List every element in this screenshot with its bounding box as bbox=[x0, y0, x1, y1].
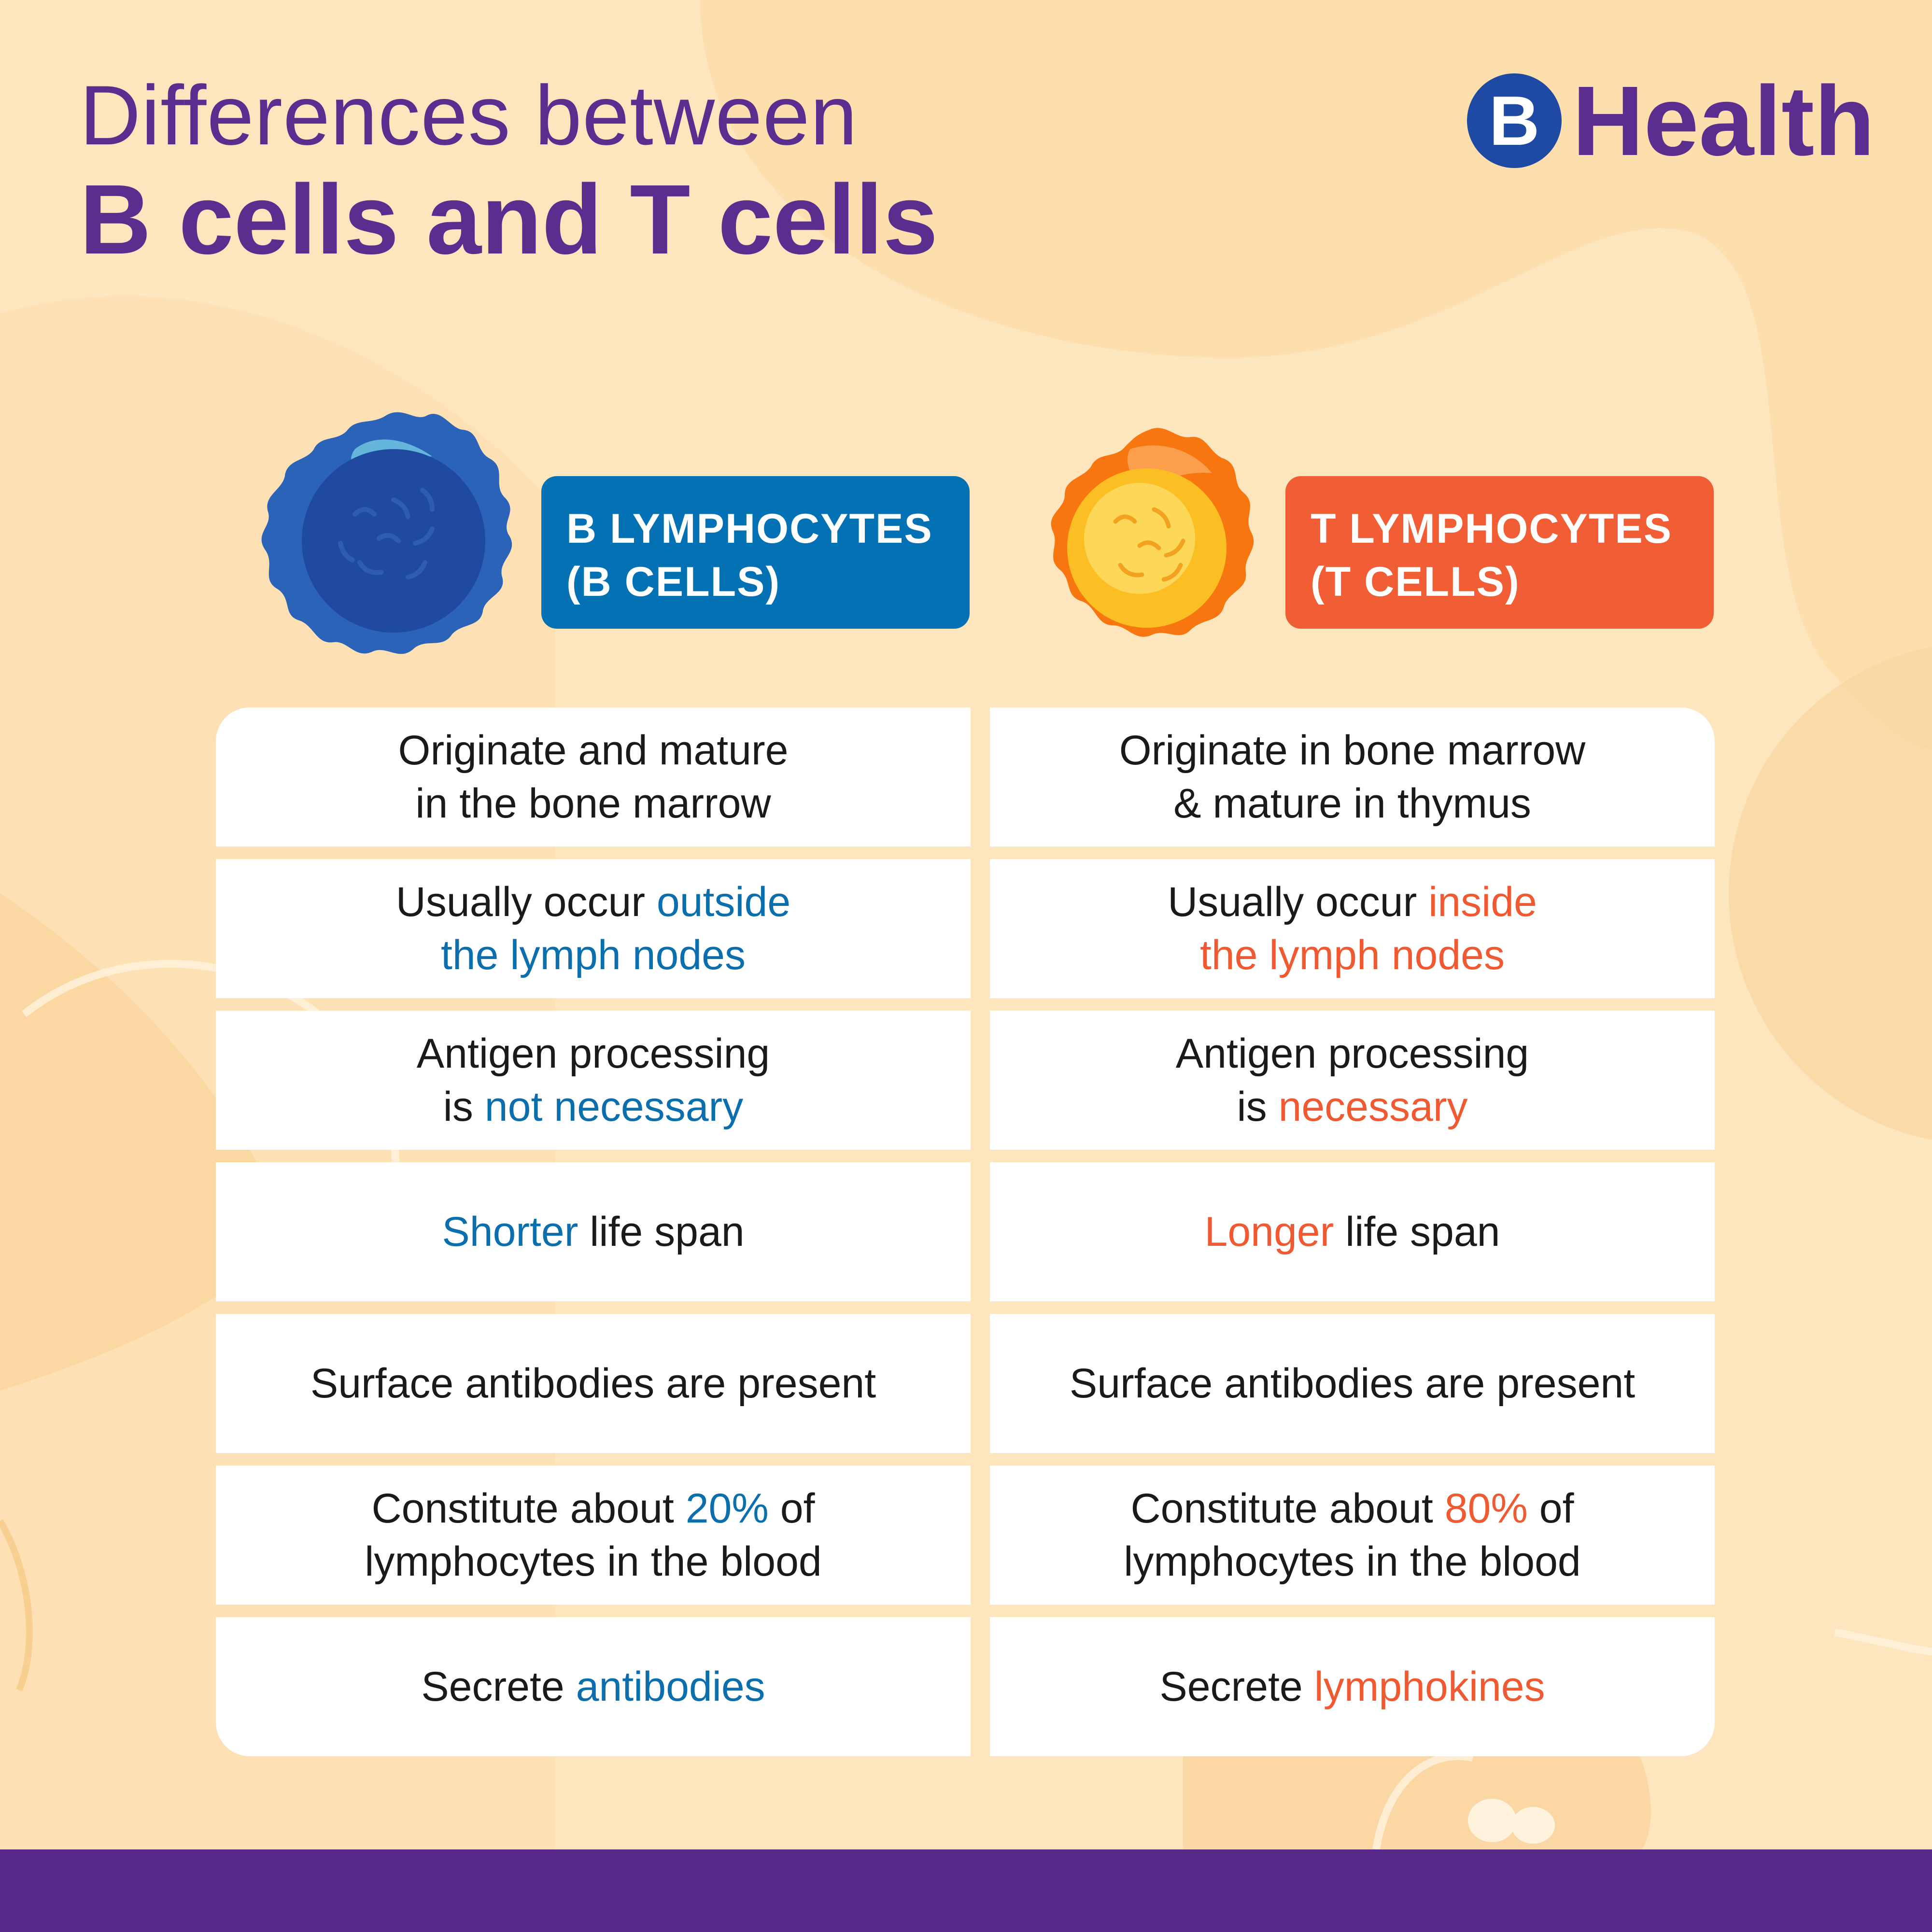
t-highlight-text: Longer bbox=[1204, 1209, 1334, 1255]
title-line-1: Differences between bbox=[80, 69, 858, 163]
b-highlight-text: 20% bbox=[685, 1485, 769, 1532]
b-row-segment: Originate and mature bbox=[398, 727, 789, 774]
t-comparison-row: Originate in bone marrow & mature in thym… bbox=[990, 707, 1715, 846]
t-lymphocytes-header: T LYMPHOCYTES (T CELLS) bbox=[1285, 476, 1714, 629]
t-row-segment: Usually occur bbox=[1168, 879, 1429, 925]
b-row-text: Antigen processing is not necessary bbox=[417, 1027, 770, 1133]
b-row-segment: Constitute about bbox=[371, 1485, 686, 1532]
title-line-2: B cells and T cells bbox=[80, 164, 938, 275]
t-comparison-row: Constitute about 80% of lymphocytes in th… bbox=[990, 1466, 1715, 1605]
t-comparison-row: Longer life span bbox=[990, 1162, 1715, 1301]
b-row-text: Constitute about 20% of lymphocytes in th… bbox=[365, 1482, 822, 1588]
b-comparison-row: Shorter life span bbox=[216, 1162, 971, 1301]
b-highlight-text: antibodies bbox=[576, 1664, 765, 1710]
t-comparison-row: Secrete lymphokines bbox=[990, 1617, 1715, 1756]
t-row-text: Constitute about 80% of lymphocytes in th… bbox=[1124, 1482, 1581, 1588]
t-row-segment: lymphocytes in the blood bbox=[1124, 1538, 1581, 1585]
b-row-text: Surface antibodies are present bbox=[310, 1357, 876, 1410]
brand-logo: B Health bbox=[1467, 65, 1875, 176]
t-row-segment: Antigen processing bbox=[1175, 1030, 1529, 1077]
b-row-text: Usually occur outside the lymph nodes bbox=[396, 875, 790, 982]
t-highlight-text: the lymph nodes bbox=[1199, 932, 1505, 978]
t-header-line-2: (T CELLS) bbox=[1311, 559, 1520, 605]
t-row-segment: of bbox=[1527, 1485, 1574, 1532]
t-row-text: Usually occur inside the lymph nodes bbox=[1168, 875, 1537, 982]
b-row-segment: Secrete bbox=[421, 1664, 576, 1710]
t-row-text: Originate in bone marrow & mature in thym… bbox=[1119, 724, 1586, 830]
b-row-segment: in the bone marrow bbox=[415, 780, 771, 827]
t-cells-column: Originate in bone marrow & mature in thym… bbox=[990, 707, 1715, 1756]
b-comparison-row: Usually occur outside the lymph nodes bbox=[216, 859, 971, 998]
b-cell-illustration-icon bbox=[261, 412, 512, 654]
b-row-segment: lymphocytes in the blood bbox=[365, 1538, 822, 1585]
b-row-segment: Antigen processing bbox=[416, 1030, 770, 1077]
t-row-segment: & mature in thymus bbox=[1173, 780, 1531, 827]
b-row-segment: Usually occur bbox=[395, 879, 657, 925]
t-header-line-1: T LYMPHOCYTES bbox=[1311, 506, 1673, 552]
brand-badge-icon: B bbox=[1467, 73, 1562, 168]
b-highlight-text: Shorter bbox=[442, 1209, 578, 1255]
t-row-segment: Surface antibodies are present bbox=[1069, 1360, 1636, 1407]
b-comparison-row: Antigen processing is not necessary bbox=[216, 1011, 971, 1150]
b-header-line-2: (B CELLS) bbox=[566, 559, 781, 605]
t-row-text: Surface antibodies are present bbox=[1070, 1357, 1635, 1410]
b-highlight-text: outside bbox=[656, 879, 791, 925]
b-lymphocytes-header: B LYMPHOCYTES (B CELLS) bbox=[541, 476, 970, 629]
t-row-text: Antigen processing is necessary bbox=[1176, 1027, 1529, 1133]
t-highlight-text: 80% bbox=[1444, 1485, 1528, 1532]
t-comparison-row: Usually occur inside the lymph nodes bbox=[990, 859, 1715, 998]
b-header-line-1: B LYMPHOCYTES bbox=[566, 506, 933, 552]
b-comparison-row: Constitute about 20% of lymphocytes in th… bbox=[216, 1466, 971, 1605]
t-row-segment: Constitute about bbox=[1130, 1485, 1445, 1532]
b-row-text: Secrete antibodies bbox=[421, 1660, 765, 1713]
t-row-text: Longer life span bbox=[1204, 1205, 1500, 1258]
brand-name: Health bbox=[1572, 65, 1875, 176]
t-row-segment: is bbox=[1237, 1084, 1279, 1130]
t-highlight-text: inside bbox=[1428, 879, 1537, 925]
b-cells-column: Originate and mature in the bone marrow Us… bbox=[216, 707, 971, 1756]
footer-bar bbox=[0, 1849, 1932, 1932]
b-row-segment: of bbox=[768, 1485, 815, 1532]
b-row-segment: is bbox=[443, 1084, 485, 1130]
t-highlight-text: necessary bbox=[1278, 1084, 1468, 1130]
t-row-segment: Originate in bone marrow bbox=[1119, 727, 1586, 774]
b-highlight-text: the lymph nodes bbox=[440, 932, 746, 978]
t-highlight-text: lymphokines bbox=[1314, 1664, 1545, 1710]
b-highlight-text: not necessary bbox=[484, 1084, 744, 1130]
b-row-segment: life span bbox=[578, 1209, 745, 1255]
b-comparison-row: Surface antibodies are present bbox=[216, 1314, 971, 1453]
t-comparison-row: Surface antibodies are present bbox=[990, 1314, 1715, 1453]
b-row-text: Shorter life span bbox=[442, 1205, 744, 1258]
page-title: Differences between B cells and T cells bbox=[80, 68, 938, 275]
b-comparison-row: Originate and mature in the bone marrow bbox=[216, 707, 971, 846]
b-comparison-row: Secrete antibodies bbox=[216, 1617, 971, 1756]
t-cell-illustration-icon bbox=[1051, 428, 1254, 637]
t-comparison-row: Antigen processing is necessary bbox=[990, 1011, 1715, 1150]
t-row-segment: Secrete bbox=[1159, 1664, 1314, 1710]
b-row-segment: Surface antibodies are present bbox=[310, 1360, 876, 1407]
t-row-text: Secrete lymphokines bbox=[1159, 1660, 1545, 1713]
b-row-text: Originate and mature in the bone marrow bbox=[398, 724, 789, 830]
t-row-segment: life span bbox=[1334, 1209, 1500, 1255]
